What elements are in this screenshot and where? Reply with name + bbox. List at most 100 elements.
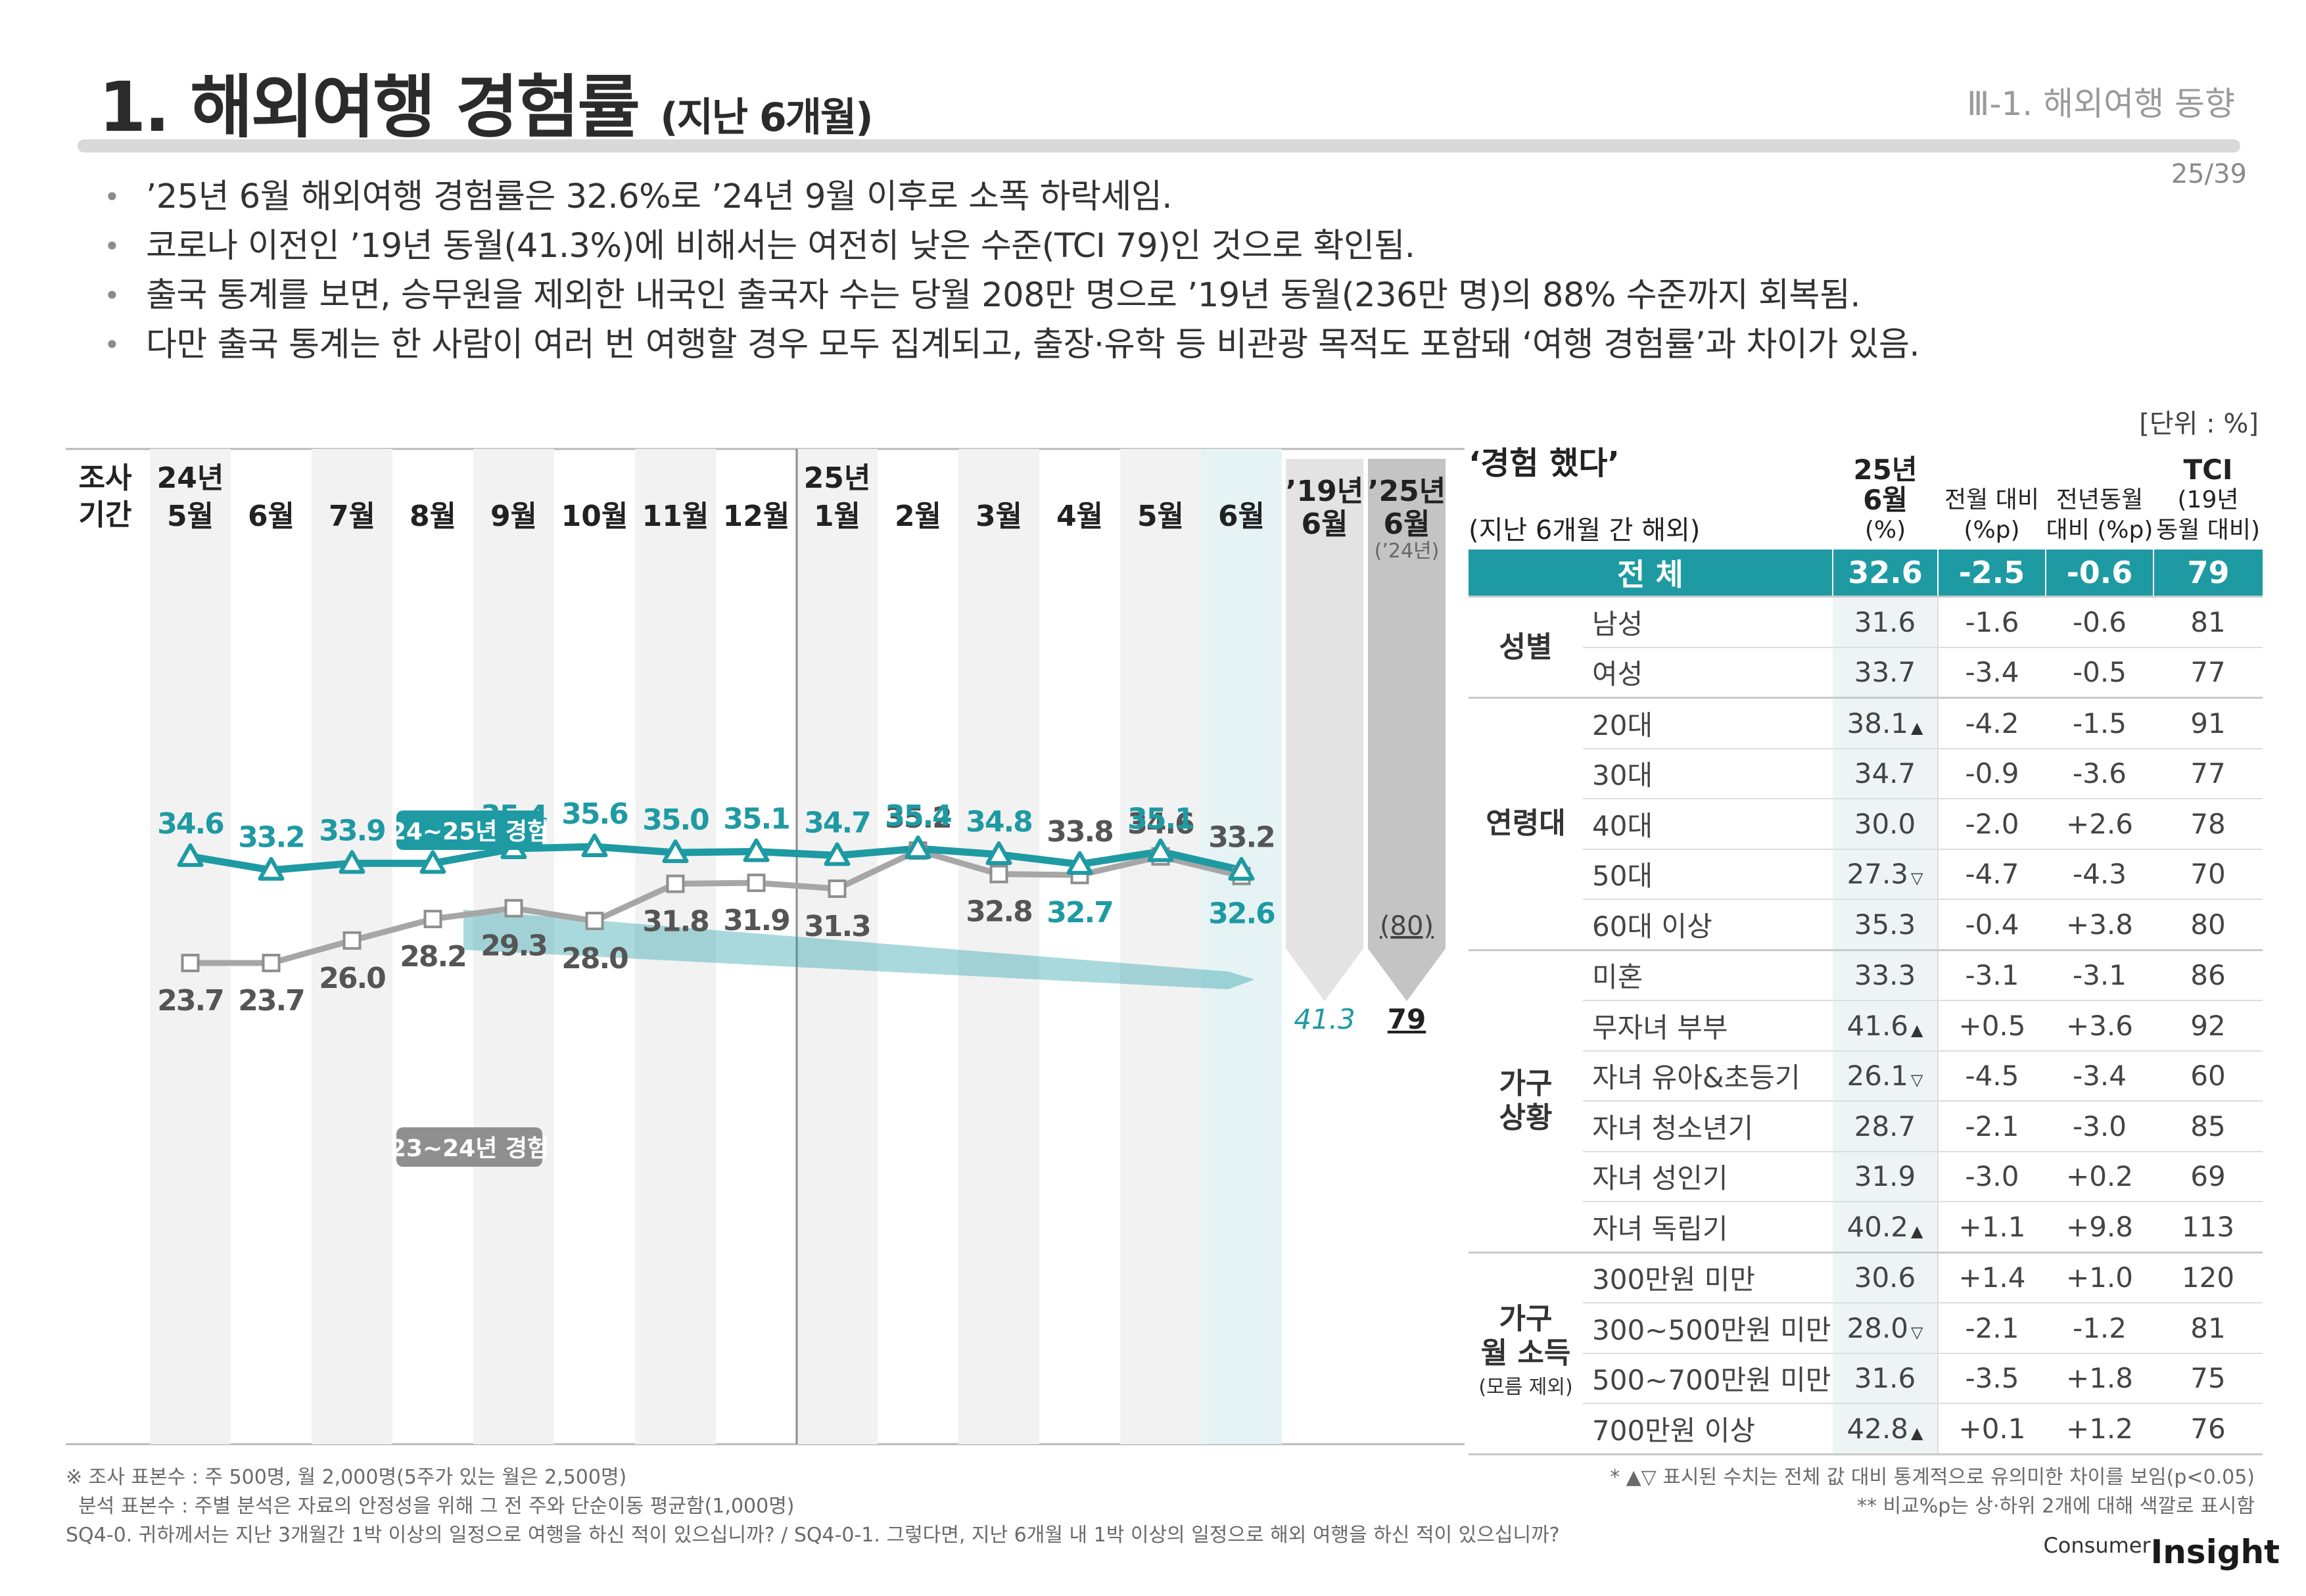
header-line: 25년 [1853,454,1918,486]
row-value: 34.7 [1833,748,1939,799]
group-label: 성별 [1469,596,1583,699]
series-marker-2425 [177,843,204,867]
data-label-2425: 35.0 [642,803,709,837]
row-mom: -0.9 [1938,748,2046,799]
table-row: 무자녀 부부 41.6 ▲ +0.5 +3.6 92 [1469,1000,2263,1052]
row-yoy: -3.0 [2046,1101,2153,1152]
header-mom: 전월 대비 (%p) [1938,448,2046,550]
month-label: 5월 [167,500,214,533]
row-category: 40대 [1583,799,1833,850]
column-shade [635,449,716,1444]
row-value-text: 34.7 [1854,757,1916,790]
page-number: 25/39 [2171,159,2247,189]
row-tci: 80 [2153,899,2263,951]
table-title: ‘경험 했다’ [1469,445,1620,482]
page-title: 1. 해외여행 경험률 (지난 6개월) [99,51,874,151]
sig-up-icon: ▲ [1911,1423,1923,1442]
row-value: 31.6 [1833,1353,1939,1404]
row-mom: -1.6 [1938,596,2046,648]
row-mom: -3.0 [1938,1151,2046,1202]
row-category: 자녀 독립기 [1583,1202,1833,1254]
series-marker-2425 [743,838,770,862]
comparison-value-prev: (80) [1380,911,1434,941]
data-label-2324: 34.6 [1127,807,1194,841]
table-row: 50대 27.3 ▽ -4.7 -4.3 70 [1469,849,2263,900]
data-label-2324: 28.2 [400,940,466,974]
month-label: 9월 [490,500,537,533]
bullet-text: 코로나 이전인 ’19년 동월(41.3%)에 비해서는 여전히 낮은 수준(T… [146,227,1415,266]
row-value-text: 41.6 [1847,1009,1909,1042]
row-value: 33.7 [1833,647,1939,699]
data-label-2324: 23.7 [238,984,304,1018]
month-label: 4월 [1056,500,1103,533]
month-label: 10월 [561,500,628,533]
comparison-value-2019: 41.3 [1294,1003,1355,1035]
row-value-text: 35.3 [1854,908,1916,941]
group-label-line: 가구 [1499,1067,1553,1100]
bullet-text: ’25년 6월 해외여행 경험률은 32.6%로 ’24년 9월 이후로 소폭 … [146,177,1172,216]
header-line: 대비 (%p) [2046,517,2153,544]
bullet-dot-icon: • [104,279,120,312]
row-category: 20대 [1583,697,1833,749]
group-label-line: 성별 [1499,630,1553,664]
row-value: 30.0 [1833,799,1939,850]
month-label: 2월 [895,500,941,533]
data-label-2324: 35.2 [885,801,951,835]
table-row: 30대 34.7 -0.9 -3.6 77 [1469,748,2263,799]
data-label-2425: 34.7 [804,806,870,839]
column-shade [1120,449,1201,1444]
row-mom: +0.5 [1938,1000,2046,1052]
header-line: (19년 [2177,486,2239,513]
data-label-2425: 35.1 [1127,802,1194,835]
table-row: 성별 남성 31.6 -1.6 -0.6 81 [1469,596,2263,699]
series-marker-2425 [1147,838,1174,862]
series-line-2324 [187,847,1244,966]
comparison-column-header: ’25년 [1368,475,1446,508]
sig-up-icon: ▲ [1911,718,1923,737]
data-label-2324: 28.0 [561,942,628,975]
row-category: 자녀 유아&초등기 [1583,1050,1833,1102]
column-shade [958,449,1039,1444]
sig-down-icon: ▽ [1911,1071,1923,1090]
row-mom: -2.1 [1938,1101,2046,1152]
data-label-2324: 32.8 [966,895,1032,929]
sig-up-icon: ▲ [1911,1020,1923,1039]
table-row: 가구 상황 미혼 33.3 -3.1 -3.1 86 [1469,950,2263,1254]
table-row: 여성 33.7 -3.4 -0.5 77 [1469,647,2263,699]
series-marker-2324 [181,954,200,972]
row-value-text: 31.6 [1854,605,1916,638]
row-yoy: -1.2 [2046,1303,2153,1354]
header-line: 전월 대비 [1944,486,2039,513]
legend-label-2425: 24~25년 경험 [390,818,549,845]
row-category: 미혼 [1583,950,1833,1001]
bullet-item: • 다만 출국 통계는 한 사람이 여러 번 여행할 경우 모두 집계되고, 출장… [99,320,2235,369]
table-row: 가구 월 소득 (모름 제외) 300만원 미만 30.6 +1.4 +1.0 120 [1469,1252,2263,1455]
series-marker-2425 [1228,857,1255,881]
sig-down-icon: ▽ [1911,869,1923,888]
total-mom: -2.5 [1937,550,2046,598]
row-tci: 85 [2153,1101,2263,1152]
month-label: 7월 [329,500,375,533]
series-marker-2425 [1066,851,1093,875]
axis-label: 기간 [79,498,132,532]
month-label: 8월 [410,500,456,533]
row-tci: 120 [2153,1252,2263,1303]
month-label: 1월 [814,500,860,533]
total-yoy: -0.6 [2045,550,2153,598]
table-row: 300~500만원 미만 28.0 ▽ -2.1 -1.2 81 [1469,1303,2263,1354]
row-yoy: -1.5 [2046,697,2153,749]
trend-band-arrow [463,910,1255,989]
row-mom: +1.4 [1938,1252,2046,1303]
legend-badge-2324 [396,1127,542,1167]
row-yoy: +1.0 [2046,1252,2153,1303]
group-label: 연령대 [1469,697,1583,951]
row-value-text: 30.0 [1854,807,1916,840]
series-marker-2425 [258,857,285,881]
row-value: 31.9 [1833,1151,1939,1202]
series-marker-2324 [585,912,604,931]
title-main: 1. 해외여행 경험률 [99,67,640,147]
table-row: 60대 이상 35.3 -0.4 +3.8 80 [1469,899,2263,951]
series-marker-2425 [339,850,365,874]
group-label: 가구 월 소득 (모름 제외) [1469,1252,1583,1455]
comparison-column-bg [1368,459,1446,1001]
